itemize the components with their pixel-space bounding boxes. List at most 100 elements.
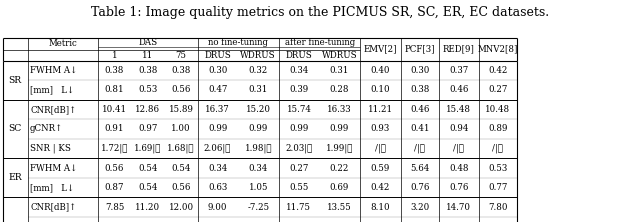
Text: 0.38: 0.38 [138, 66, 157, 75]
Text: 10.48: 10.48 [485, 105, 511, 114]
Text: MNV2[8]: MNV2[8] [477, 45, 518, 54]
Text: 1.68|✓: 1.68|✓ [168, 144, 195, 153]
Text: 0.42: 0.42 [488, 66, 508, 75]
Text: /|✗: /|✗ [454, 144, 464, 153]
Text: DRUS: DRUS [285, 51, 312, 60]
Text: 0.54: 0.54 [138, 164, 157, 172]
Text: FWHM A↓: FWHM A↓ [30, 164, 77, 172]
Text: 1.69|✓: 1.69|✓ [134, 144, 161, 153]
Text: 0.31: 0.31 [330, 66, 349, 75]
Text: 0.91: 0.91 [105, 125, 124, 133]
Text: 0.77: 0.77 [488, 183, 508, 192]
Text: DRUS: DRUS [204, 51, 231, 60]
Text: 0.54: 0.54 [138, 183, 157, 192]
Text: 0.87: 0.87 [105, 183, 124, 192]
Text: 0.99: 0.99 [330, 125, 349, 133]
Text: 12.00: 12.00 [168, 203, 194, 212]
Text: 0.56: 0.56 [105, 164, 124, 172]
Text: after fine-tuning: after fine-tuning [285, 38, 355, 47]
Text: [mm]   L↓: [mm] L↓ [30, 183, 74, 192]
Text: 0.56: 0.56 [172, 183, 191, 192]
Text: 2.06|✓: 2.06|✓ [204, 144, 231, 153]
Text: 0.54: 0.54 [172, 164, 191, 172]
Text: ER: ER [8, 173, 22, 182]
Text: 2.03|✓: 2.03|✓ [285, 144, 312, 153]
Text: PCF[3]: PCF[3] [404, 45, 435, 54]
Text: 0.27: 0.27 [289, 164, 308, 172]
Text: 1.00: 1.00 [172, 125, 191, 133]
Text: CNR[dB]↑: CNR[dB]↑ [30, 105, 76, 114]
Text: 15.89: 15.89 [168, 105, 194, 114]
Text: 3.20: 3.20 [410, 203, 429, 212]
Text: 7.80: 7.80 [488, 203, 508, 212]
Text: 11: 11 [142, 51, 154, 60]
Text: 13.55: 13.55 [327, 203, 352, 212]
Text: gCNR↑: gCNR↑ [30, 125, 63, 133]
Text: 0.63: 0.63 [208, 183, 227, 192]
Text: 0.22: 0.22 [330, 164, 349, 172]
Text: CNR[dB]↑: CNR[dB]↑ [30, 203, 76, 212]
Text: 15.74: 15.74 [287, 105, 311, 114]
Text: 15.48: 15.48 [446, 105, 472, 114]
Text: 0.38: 0.38 [172, 66, 191, 75]
Text: /|✓: /|✓ [415, 144, 425, 153]
Text: 5.64: 5.64 [410, 164, 429, 172]
Text: 1.05: 1.05 [248, 183, 268, 192]
Text: 0.59: 0.59 [371, 164, 390, 172]
Text: 0.38: 0.38 [410, 85, 429, 94]
Text: 0.99: 0.99 [248, 125, 268, 133]
Text: 0.28: 0.28 [330, 85, 349, 94]
Text: DAS: DAS [138, 38, 157, 47]
Text: 16.33: 16.33 [327, 105, 352, 114]
Text: no fine-tuning: no fine-tuning [209, 38, 268, 47]
Text: 75: 75 [175, 51, 187, 60]
Text: 0.46: 0.46 [449, 85, 468, 94]
Text: 0.34: 0.34 [289, 66, 308, 75]
Text: SC: SC [9, 125, 22, 133]
Text: 0.94: 0.94 [449, 125, 468, 133]
Text: 0.27: 0.27 [488, 85, 508, 94]
Text: 0.48: 0.48 [449, 164, 468, 172]
Text: 0.31: 0.31 [248, 85, 268, 94]
Text: 0.42: 0.42 [371, 183, 390, 192]
Text: 0.89: 0.89 [488, 125, 508, 133]
Text: 0.53: 0.53 [488, 164, 508, 172]
Text: 14.70: 14.70 [446, 203, 472, 212]
Text: 0.38: 0.38 [105, 66, 124, 75]
Text: 10.41: 10.41 [102, 105, 127, 114]
Text: 1.72|✓: 1.72|✓ [101, 144, 128, 153]
Text: 8.10: 8.10 [371, 203, 390, 212]
Text: 0.76: 0.76 [410, 183, 429, 192]
Text: 0.30: 0.30 [410, 66, 429, 75]
Text: 0.40: 0.40 [371, 66, 390, 75]
Text: WDRUS: WDRUS [241, 51, 276, 60]
Text: 0.81: 0.81 [105, 85, 124, 94]
Text: 0.39: 0.39 [289, 85, 308, 94]
Text: 15.20: 15.20 [246, 105, 271, 114]
Text: 1.99|✓: 1.99|✓ [326, 144, 353, 153]
Text: 0.53: 0.53 [138, 85, 157, 94]
Text: 0.99: 0.99 [208, 125, 227, 133]
Text: 0.10: 0.10 [371, 85, 390, 94]
Text: Table 1: Image quality metrics on the PICMUS SR, SC, ER, EC datasets.: Table 1: Image quality metrics on the PI… [91, 6, 549, 19]
Text: 0.97: 0.97 [138, 125, 157, 133]
Text: 9.00: 9.00 [208, 203, 227, 212]
Text: 0.76: 0.76 [449, 183, 468, 192]
Text: SNR | KS: SNR | KS [30, 144, 71, 153]
Text: [mm]   L↓: [mm] L↓ [30, 85, 74, 94]
Text: 11.21: 11.21 [368, 105, 393, 114]
Text: SR: SR [9, 76, 22, 85]
Text: 0.34: 0.34 [248, 164, 268, 172]
Text: 12.86: 12.86 [135, 105, 161, 114]
Text: WDRUS: WDRUS [322, 51, 357, 60]
Text: 1: 1 [112, 51, 117, 60]
Text: /|✓: /|✓ [493, 144, 503, 153]
Text: 0.32: 0.32 [248, 66, 268, 75]
Text: 0.30: 0.30 [208, 66, 227, 75]
Text: 11.75: 11.75 [286, 203, 312, 212]
Text: 0.34: 0.34 [208, 164, 227, 172]
Text: RED[9]: RED[9] [443, 45, 475, 54]
Text: 0.47: 0.47 [208, 85, 227, 94]
Text: 0.37: 0.37 [449, 66, 468, 75]
Text: 0.46: 0.46 [410, 105, 429, 114]
